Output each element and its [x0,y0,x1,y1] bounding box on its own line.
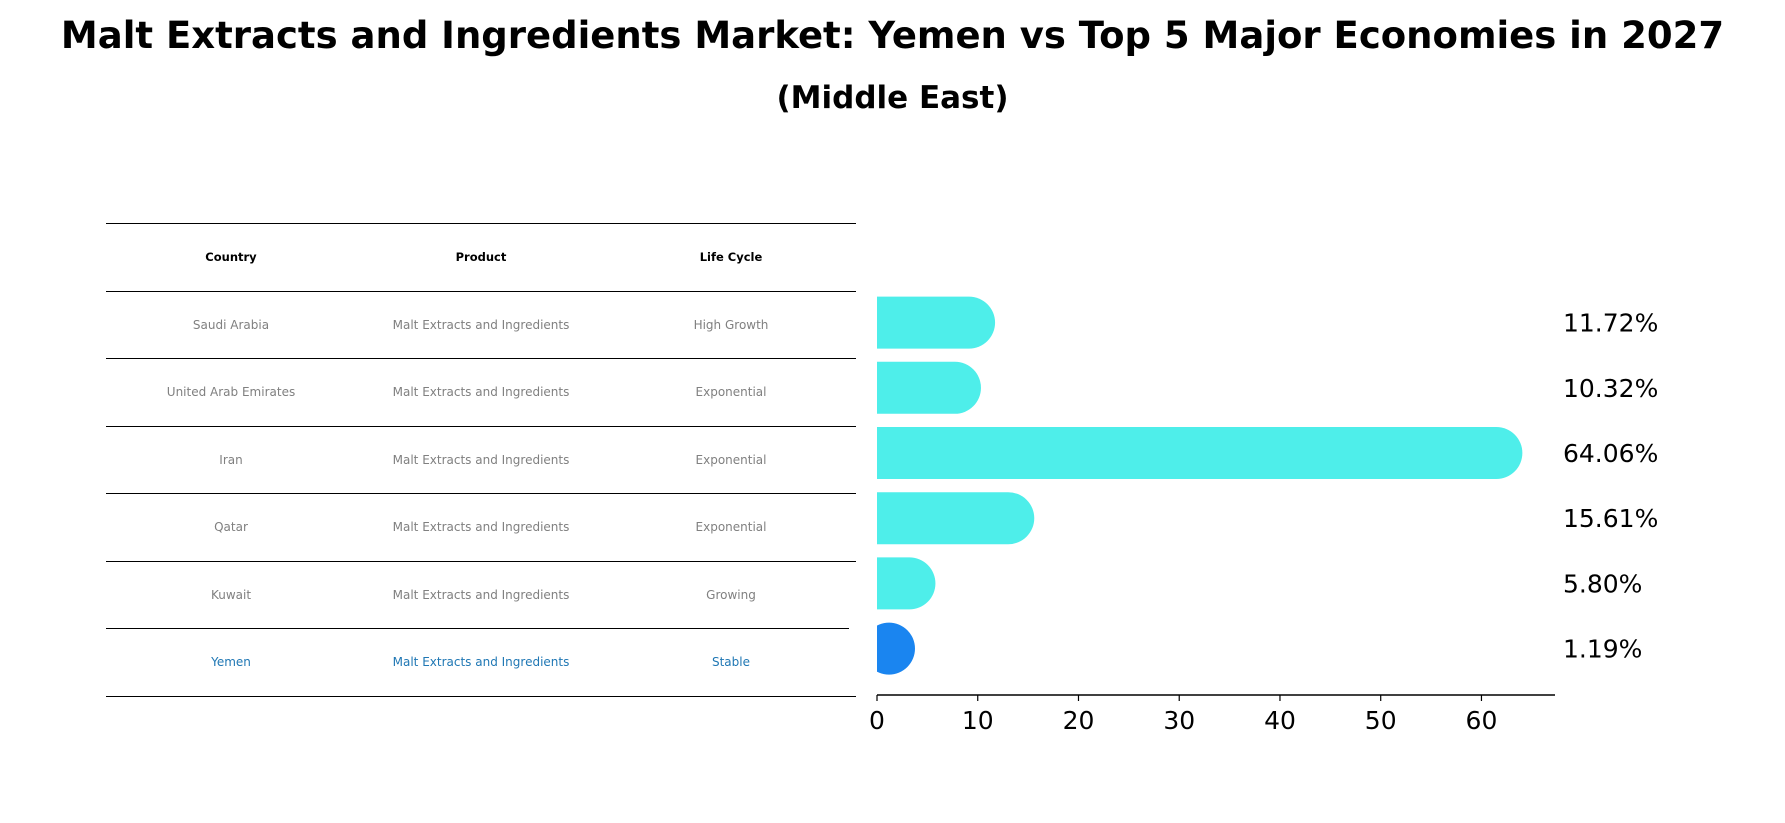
life-cycle-cell: Stable [711,655,750,670]
bar-saudi-arabia [877,296,996,349]
country-cell: Saudi Arabia [192,317,270,332]
product-cell: Malt Extracts and Ingredients [392,655,570,670]
value-label: 64.06% [1563,439,1658,468]
x-tick-label: 30 [1163,706,1195,735]
table-row: Qatar Malt Extracts and Ingredients Expo… [106,493,856,561]
country-cell: Iran [219,452,243,467]
header-product: Product [455,250,507,265]
table-row: Kuwait Malt Extracts and Ingredients Gro… [106,560,856,629]
chart-subtitle: (Middle East) [776,80,1009,116]
x-tick-label: 40 [1264,706,1296,735]
bar-kuwait [877,557,936,610]
life-cycle-cell: High Growth [693,317,769,332]
header-country: Country [205,250,257,265]
product-cell: Malt Extracts and Ingredients [392,520,570,535]
bar-qatar [877,492,1035,545]
country-cell: Kuwait [210,587,252,602]
country-cell: Qatar [214,520,248,535]
table-row: Iran Malt Extracts and Ingredients Expon… [106,425,856,494]
table-row-highlighted: Yemen Malt Extracts and Ingredients Stab… [106,628,856,697]
x-tick-label: 10 [962,706,994,735]
product-cell: Malt Extracts and Ingredients [392,587,570,602]
value-label: 11.72% [1563,309,1658,338]
table-row: Saudi Arabia Malt Extracts and Ingredien… [106,290,856,359]
country-cell: Yemen [211,655,251,670]
product-cell: Malt Extracts and Ingredients [392,385,570,400]
header-life-cycle: Life Cycle [699,250,763,265]
value-label: 15.61% [1563,504,1658,533]
country-cell: United Arab Emirates [166,385,296,400]
bar-iran [877,427,1523,479]
x-tick-label: 60 [1466,706,1498,735]
chart-title: Malt Extracts and Ingredients Market: Ye… [60,14,1725,57]
bar-united-arab-emirates [877,361,981,414]
life-cycle-cell: Exponential [695,452,767,467]
table-row: United Arab Emirates Malt Extracts and I… [106,358,856,426]
table-header-row: Country Product Life Cycle [106,223,856,291]
life-cycle-cell: Exponential [695,520,767,535]
value-label: 5.80% [1563,569,1642,598]
bar-stub [877,625,880,672]
product-cell: Malt Extracts and Ingredients [392,317,570,332]
x-tick-label: 20 [1063,706,1095,735]
bar-clip-cover [849,620,877,677]
country-table: Country Product Life Cycle Saudi Arabia … [106,223,856,697]
product-cell: Malt Extracts and Ingredients [392,452,570,467]
life-cycle-cell: Growing [706,587,756,602]
x-tick-label: 50 [1365,706,1397,735]
value-label: 1.19% [1563,635,1642,664]
value-label: 10.32% [1563,374,1658,403]
x-tick-label: 0 [869,706,885,735]
life-cycle-cell: Exponential [695,385,767,400]
